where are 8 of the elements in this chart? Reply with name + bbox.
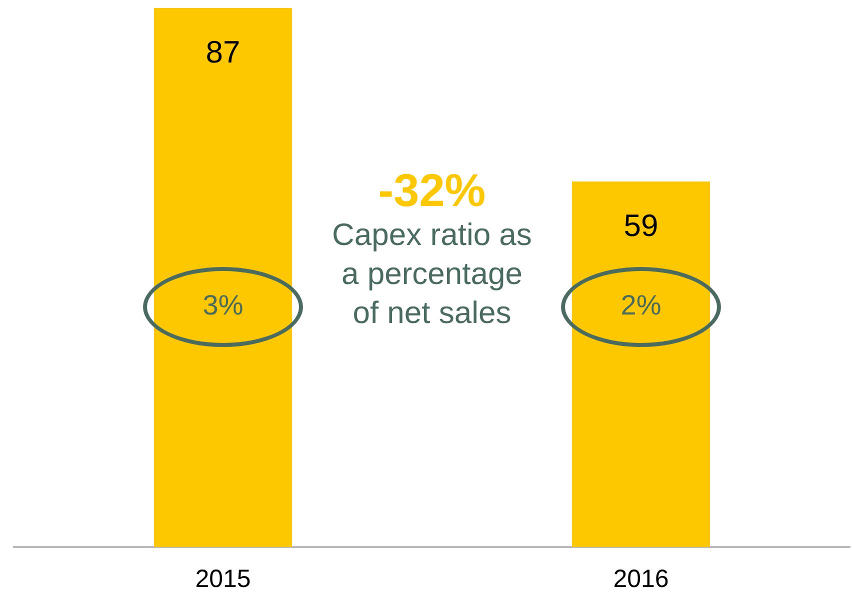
data-label: 59 xyxy=(624,208,658,244)
annotation: Capex ratio as a percentage of net sales xyxy=(332,216,532,332)
x-tick-label: 2016 xyxy=(613,564,669,593)
x-tick-label: 2015 xyxy=(195,564,251,593)
data-label: 87 xyxy=(206,34,240,70)
annotation: -32% xyxy=(377,164,487,216)
annotation: 2% xyxy=(620,290,662,321)
annotation: 3% xyxy=(202,290,244,321)
